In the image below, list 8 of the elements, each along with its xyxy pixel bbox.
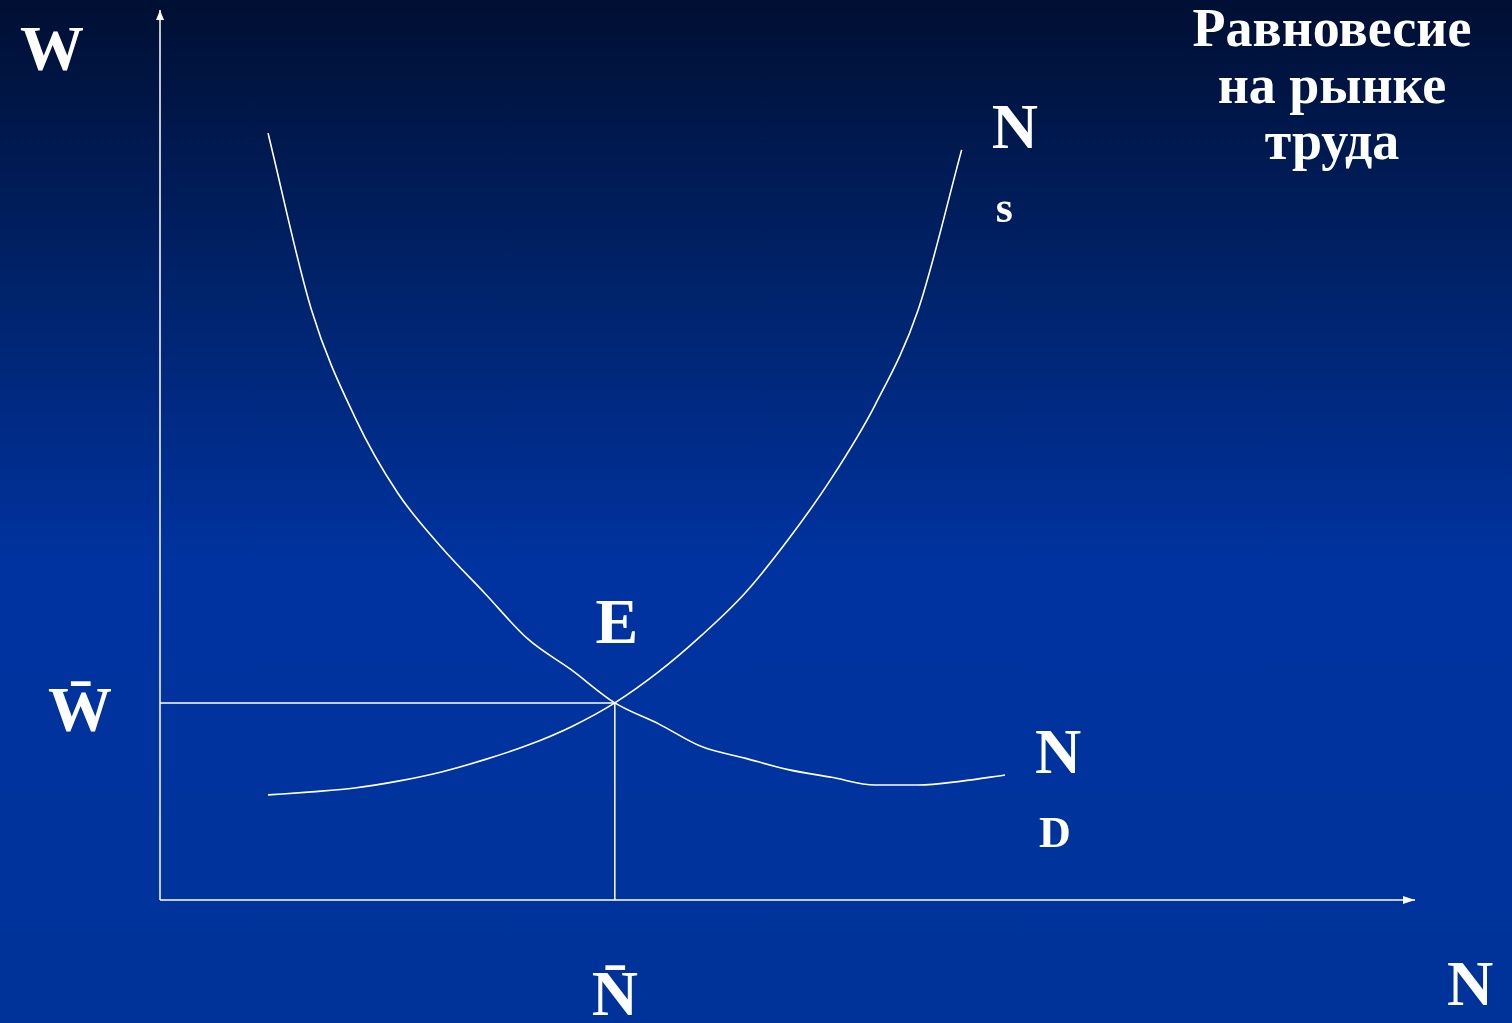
text: N̄	[591, 958, 638, 1023]
ref-line-label: W̄	[48, 673, 112, 745]
series-label: ND	[1035, 715, 1082, 857]
text: Равновесие на рынке труда	[1191, 0, 1473, 172]
annotation: E	[595, 585, 639, 657]
series-label: Ns	[991, 90, 1038, 232]
y-axis-title: W	[20, 13, 84, 84]
text: N	[1446, 948, 1494, 1019]
